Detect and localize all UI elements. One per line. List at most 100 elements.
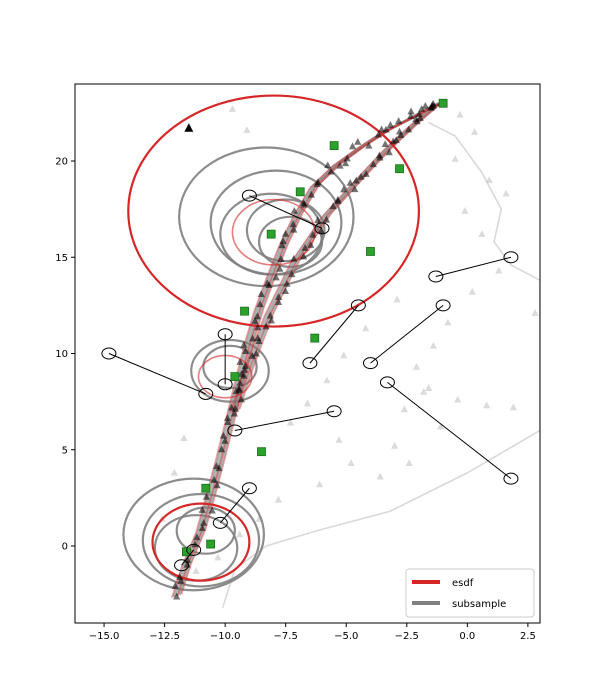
annotation-open-circle — [503, 472, 519, 485]
legend-esdf-label: esdf — [452, 578, 474, 589]
gray-triangle-marker — [243, 126, 251, 133]
gray-triangle-marker — [437, 422, 445, 430]
black-triangle-marker — [381, 140, 389, 148]
black-triangle-marker — [241, 347, 250, 355]
annotation-line — [249, 195, 323, 229]
gray-triangle-marker — [400, 405, 408, 413]
black-triangle-marker — [385, 148, 393, 156]
gray-triangle-marker — [485, 176, 493, 184]
annotation-open-circle — [241, 482, 257, 495]
green-square-marker — [366, 247, 375, 256]
green-square-marker — [230, 372, 240, 382]
esdf-trajectory-main — [177, 102, 440, 597]
black-triangle-marker — [237, 395, 245, 403]
annotation-open-circle — [362, 357, 378, 370]
green-square-marker — [182, 547, 191, 557]
gray-triangle-marker — [471, 128, 479, 135]
subsample-circle — [245, 198, 326, 263]
x-tick-label: −5.0 — [334, 631, 358, 642]
subsample-circle — [122, 477, 266, 592]
gray-triangle-marker — [192, 567, 200, 574]
gray-triangle-marker — [340, 351, 348, 359]
annotation-open-circle — [174, 559, 190, 572]
black-triangle-marker — [253, 312, 261, 320]
gray-triangle-marker — [424, 384, 433, 391]
annotation-open-circle — [503, 251, 519, 264]
black-triangle-marker — [415, 110, 423, 118]
annotation-open-circle — [379, 376, 395, 389]
green-square-marker — [206, 539, 216, 549]
black-triangle-marker — [290, 254, 298, 262]
black-triangle-marker — [173, 592, 181, 600]
black-triangle-marker — [210, 476, 218, 483]
green-square-marker — [266, 229, 276, 239]
gray-triangle-marker — [483, 401, 491, 409]
black-triangle-marker — [251, 317, 259, 324]
black-triangle-marker — [374, 130, 383, 138]
black-triangle-marker — [324, 161, 332, 169]
esdf-circle — [231, 198, 316, 266]
esdf-circle — [127, 94, 421, 328]
black-triangle-marker — [227, 403, 236, 411]
annotation-line — [108, 353, 206, 395]
subsample-circle — [190, 338, 270, 403]
x-tick-label: −15.0 — [89, 631, 120, 642]
annotation-open-circle — [302, 357, 318, 370]
black-triangle-marker — [283, 279, 291, 287]
annotation-line — [370, 304, 444, 364]
x-tick-label: −7.5 — [274, 631, 298, 642]
black-triangle-marker — [272, 273, 280, 281]
green-square-marker — [395, 164, 404, 174]
gray-triangle-marker — [509, 403, 517, 411]
black-triangle-marker — [281, 229, 290, 237]
gray-triangle-marker — [420, 388, 428, 395]
black-triangle-marker — [327, 167, 335, 175]
annotation-open-circle — [217, 328, 233, 341]
esdf-circle — [151, 502, 251, 582]
gray-triangle-marker — [478, 230, 486, 237]
start-triangle-marker — [184, 123, 194, 132]
black-triangle-marker — [334, 195, 342, 203]
black-triangle-marker — [241, 365, 249, 373]
black-triangle-marker — [254, 323, 262, 331]
black-triangle-marker — [267, 316, 275, 324]
black-triangle-marker — [266, 311, 274, 319]
annotation-line — [181, 549, 195, 566]
gray-triangle-marker — [236, 530, 244, 538]
black-triangle-marker — [277, 255, 285, 262]
gray-triangle-marker — [335, 436, 343, 443]
black-triangle-marker — [309, 230, 317, 238]
black-triangle-marker — [314, 216, 322, 224]
black-triangle-marker — [278, 241, 286, 249]
black-triangle-marker — [407, 112, 415, 120]
gray-triangle-marker — [412, 362, 421, 370]
gray-triangle-marker — [286, 418, 295, 426]
black-triangle-marker — [224, 418, 232, 425]
black-triangle-marker — [176, 573, 184, 580]
black-triangle-marker — [421, 101, 429, 109]
black-triangle-marker — [236, 358, 244, 365]
gray-triangle-marker — [303, 399, 312, 407]
annotation-open-circle — [350, 299, 366, 312]
gray-triangle-marker — [393, 295, 401, 303]
gray-triangle-layer — [158, 105, 539, 574]
black-triangle-marker — [346, 178, 354, 186]
gray-triangle-marker — [323, 376, 331, 384]
gray-triangle-marker — [531, 309, 539, 316]
black-triangle-marker — [386, 121, 394, 128]
x-tick-label: 0.0 — [459, 631, 475, 642]
black-triangle-marker — [377, 125, 386, 133]
gray-triangle-marker — [502, 189, 510, 197]
annotation-open-circle — [314, 222, 330, 235]
annotation-line — [309, 305, 359, 364]
black-triangle-marker — [240, 340, 248, 348]
x-tick-label: 2.5 — [520, 631, 536, 642]
gray-triangle-marker — [180, 434, 188, 441]
black-triangle-marker — [213, 481, 221, 489]
black-triangle-marker — [281, 287, 290, 294]
black-triangle-marker — [217, 445, 226, 453]
black-triangle-marker — [288, 270, 296, 278]
green-square-marker — [329, 141, 339, 151]
gray-triangle-marker — [362, 324, 370, 332]
gray-triangle-marker — [495, 266, 503, 274]
